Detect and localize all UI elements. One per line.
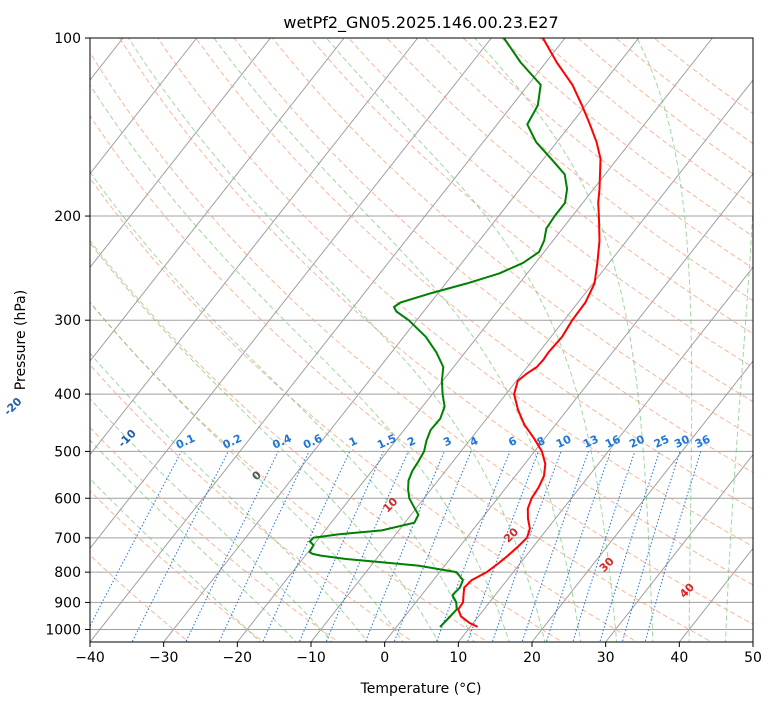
y-tick-label: 200 [54, 209, 81, 225]
x-axis-title: Temperature (°C) [360, 681, 482, 697]
y-tick-label: 300 [54, 313, 81, 329]
x-tick-label: −20 [223, 650, 253, 666]
y-tick-label: 700 [54, 531, 81, 547]
y-tick-label: 800 [54, 565, 81, 581]
x-tick-label: 10 [449, 650, 467, 666]
x-tick-label: 30 [597, 650, 615, 666]
x-tick-label: −40 [75, 650, 105, 666]
x-tick-label: −30 [149, 650, 179, 666]
x-tick-label: −10 [296, 650, 326, 666]
y-tick-label: 600 [54, 491, 81, 507]
y-tick-label: 400 [54, 387, 81, 403]
y-tick-label: 900 [54, 595, 81, 611]
y-tick-label: 500 [54, 444, 81, 460]
x-tick-label: 50 [744, 650, 762, 666]
y-axis-title: Pressure (hPa) [13, 290, 29, 390]
y-tick-label: 100 [54, 31, 81, 47]
x-tick-label: 20 [523, 650, 541, 666]
x-tick-label: 40 [670, 650, 688, 666]
chart-title: wetPf2_GN05.2025.146.00.23.E27 [283, 13, 558, 33]
y-tick-label: 1000 [45, 622, 81, 638]
x-tick-label: 0 [380, 650, 389, 666]
